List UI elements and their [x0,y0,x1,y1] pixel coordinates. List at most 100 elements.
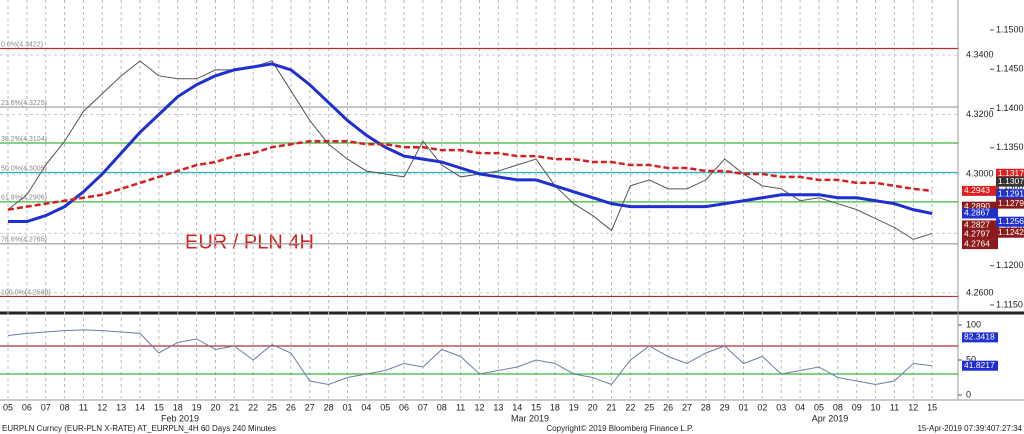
y2-tick-label: 1.1150 [996,299,1023,309]
y2-tick-label: 1.1500 [996,24,1024,34]
price-label: 1.1242 [998,227,1024,237]
x-tick-label: 11 [456,402,465,412]
month-label: Feb 2019 [161,413,199,423]
y2-tick-label: 1.1400 [996,103,1024,113]
x-tick-label: 09 [852,402,862,412]
x-tick-label: 26 [286,402,296,412]
price-label-box [996,227,1024,238]
x-tick-label: 06 [399,402,409,412]
price-label: 4.2867 [964,208,990,218]
level-label: 78.6%(4.2765) [1,237,47,244]
x-tick-label: 08 [833,402,843,412]
x-tick-label: 10 [871,402,881,412]
price-label: 4.2764 [964,238,990,248]
x-tick-label: 12 [97,402,107,412]
series-line [7,139,933,211]
x-tick-label: 06 [22,402,32,412]
price-label: 4.2943 [964,185,990,195]
footer-left: EURPLN Curncy (EUR-PLN X-RATE) AT_EURPLN… [2,424,276,433]
price-label-box [996,176,1024,187]
y-tick-label: 4.3200 [966,109,994,119]
x-tick-label: 07 [418,402,428,412]
x-tick-label: 14 [135,402,145,412]
x-tick-label: 19 [569,402,579,412]
x-tick-label: 05 [380,402,390,412]
price-label-box [996,189,1024,200]
level-label: 50.0%(4.3005) [1,165,47,172]
price-label-box [962,239,998,250]
price-label: 1.1307 [998,176,1024,186]
chart-title: EUR / PLN 4H [185,231,314,253]
x-tick-label: 18 [173,402,183,412]
x-tick-label: 21 [229,402,239,412]
x-tick-label: 13 [493,402,503,412]
x-tick-label: 03 [776,402,786,412]
y-tick-label: 4.3400 [966,49,994,59]
x-tick-label: 07 [41,402,51,412]
x-tick-label: 19 [192,402,202,412]
price-label-box [962,220,998,231]
x-tick-label: 28 [324,402,334,412]
price-label-box [996,198,1024,209]
y-tick-label: 0 [966,389,971,399]
price-label: 1.1279 [998,198,1024,208]
x-tick-label: 08 [437,402,447,412]
x-tick-label: 27 [305,402,315,412]
x-tick-label: 15 [154,402,164,412]
x-tick-label: 29 [720,402,730,412]
x-tick-label: 15 [927,402,937,412]
price-label: 1.1291 [998,188,1024,198]
x-tick-label: 18 [550,402,560,412]
series-line [7,60,933,240]
x-tick-label: 15 [531,402,541,412]
x-tick-label: 02 [757,402,767,412]
x-tick-label: 27 [682,402,692,412]
series-line [8,62,933,224]
x-tick-label: 12 [908,402,918,412]
month-label: Apr 2019 [812,413,849,423]
x-tick-label: 04 [795,402,805,412]
price-label-box [962,201,998,212]
x-tick-label: 04 [361,402,371,412]
price-label-box [996,216,1024,227]
series-line [7,329,933,386]
y-tick-label: 100 [966,319,981,329]
x-tick-label: 22 [625,402,635,412]
price-label-box [962,332,998,343]
x-tick-label: 11 [79,402,88,412]
y2-tick-label: 1.1200 [996,260,1024,270]
x-tick-label: 14 [512,402,522,412]
price-label-box [996,168,1024,179]
y-tick-label: 50 [966,354,976,364]
price-label-box [962,185,998,196]
y2-tick-label: 1.1350 [996,142,1024,152]
price-label: 82.3418 [964,332,995,342]
price-label: 4.2827 [964,220,990,230]
x-tick-label: 26 [663,402,673,412]
x-tick-label: 13 [116,402,126,412]
x-tick-label: 11 [890,402,899,412]
y2-tick-label: 1.1450 [996,64,1024,74]
x-tick-label: 05 [3,402,13,412]
footer-right: 15-Apr-2019 07:39:407:27:34 [917,424,1022,433]
level-label: 100.0%(4.2588) [1,289,51,296]
level-label: 23.6%(4.3225) [1,100,47,107]
x-tick-label: 21 [607,402,617,412]
footer-center: Copyright© 2019 Bloomberg Finance L.P. [546,424,693,433]
price-label: 1.1317 [998,168,1024,178]
x-tick-label: 25 [644,402,654,412]
x-tick-label: 22 [248,402,258,412]
month-label: Mar 2019 [511,413,549,423]
level-label: 0.0%(4.3422) [1,41,43,48]
level-label: 61.8%(4.2906) [1,195,47,202]
y-tick-label: 4.3000 [966,168,994,178]
price-label: 41.8217 [964,360,995,370]
price-label-box [962,360,998,371]
price-label-box [962,208,998,219]
x-tick-label: 20 [210,402,220,412]
x-tick-label: 25 [267,402,277,412]
x-tick-label: 01 [342,402,352,412]
x-tick-label: 28 [701,402,711,412]
